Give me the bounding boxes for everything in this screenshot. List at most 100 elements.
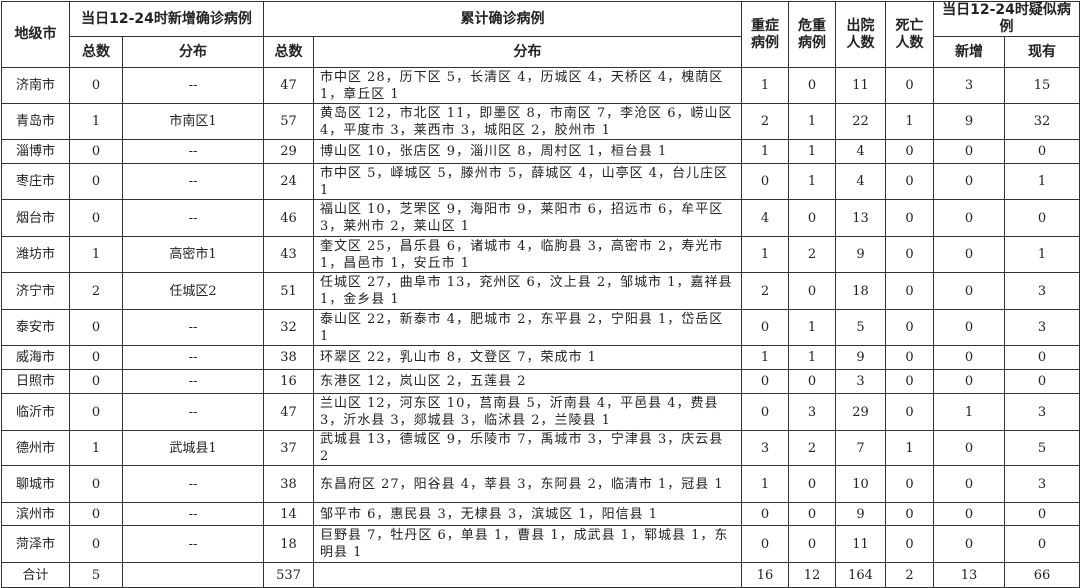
cell-city: 滨州市 (1, 502, 70, 526)
cell-new-dist: 武城县1 (122, 430, 264, 466)
cell-cum-total: 47 (263, 393, 314, 431)
cell-discharged: 22 (835, 103, 886, 140)
cell-susp-current: 0 (1004, 525, 1080, 563)
cell-city: 日照市 (1, 369, 70, 394)
cell-discharged: 3 (835, 369, 886, 394)
cell-city: 济宁市 (1, 272, 70, 310)
cell-new-dist: -- (122, 67, 264, 104)
cell-deaths: 2 (885, 562, 934, 588)
cell-cum-total: 14 (263, 502, 314, 526)
cell-cum-total: 24 (263, 163, 314, 200)
table-body: 济南市 0 -- 47 市中区 28，历下区 5，长清区 4，历城区 4，天桥区 4，槐… (1, 67, 1080, 588)
cell-city: 德州市 (1, 430, 70, 466)
cell-severe: 1 (741, 67, 789, 104)
header-critical: 危重病例 (788, 1, 836, 68)
cell-susp-current: 66 (1004, 562, 1080, 588)
cell-city: 菏泽市 (1, 525, 70, 563)
table-row: 青岛市 1 市南区1 57 黄岛区 12，市北区 11，即墨区 8，市南区 7，李沧区 … (1, 103, 1080, 140)
table-row: 临沂市 0 -- 47 兰山区 12，河东区 10，莒南县 5，沂南县 4，平邑县 4，… (1, 393, 1080, 431)
cell-cum-dist: 兰山区 12，河东区 10，莒南县 5，沂南县 4，平邑县 4，费县 3，沂水县… (313, 393, 742, 431)
table-row: 枣庄市 0 -- 24 市中区 5，峄城区 5，滕州市 5，薛城区 4，山亭区 4，台儿… (1, 163, 1080, 200)
table-row: 济南市 0 -- 47 市中区 28，历下区 5，长清区 4，历城区 4，天桥区 4，槐… (1, 67, 1080, 104)
cell-city: 临沂市 (1, 393, 70, 431)
cell-susp-current: 1 (1004, 163, 1080, 200)
cell-new-total: 0 (69, 139, 123, 164)
cell-deaths: 0 (885, 139, 934, 164)
cell-new-dist: -- (122, 525, 264, 563)
cell-susp-new: 0 (933, 345, 1005, 370)
cell-new-total: 0 (69, 502, 123, 526)
cell-new-dist: -- (122, 465, 264, 503)
cell-critical: 0 (788, 465, 836, 503)
cell-severe: 2 (741, 272, 789, 310)
cell-new-total: 0 (69, 369, 123, 394)
cell-new-dist: -- (122, 199, 264, 237)
cell-severe: 1 (741, 465, 789, 503)
cell-critical: 12 (788, 562, 836, 588)
cell-susp-new: 0 (933, 309, 1005, 346)
cell-discharged: 5 (835, 309, 886, 346)
cell-susp-new: 3 (933, 67, 1005, 104)
cell-susp-new: 0 (933, 502, 1005, 526)
cell-new-total: 1 (69, 103, 123, 140)
cell-cum-total: 38 (263, 465, 314, 503)
cell-cum-dist: 巨野县 7，牡丹区 6，单县 1，曹县 1，成武县 1，郓城县 1，东明县 1 (313, 525, 742, 563)
header-susp-current: 现有 (1004, 36, 1080, 68)
cell-susp-current: 3 (1004, 272, 1080, 310)
cell-severe: 1 (741, 236, 789, 273)
table-row: 合计 5 537 16 12 164 2 13 66 (1, 562, 1080, 588)
cell-cum-total: 32 (263, 309, 314, 346)
cell-critical: 2 (788, 236, 836, 273)
cell-discharged: 9 (835, 236, 886, 273)
cell-new-dist: -- (122, 345, 264, 370)
cell-susp-new: 1 (933, 393, 1005, 431)
cell-cum-dist: 泰山区 22，新泰市 4，肥城市 2，东平县 2，宁阳县 1，岱岳区 1 (313, 309, 742, 346)
cell-cum-total: 537 (263, 562, 314, 588)
cell-critical: 1 (788, 139, 836, 164)
cell-new-total: 0 (69, 199, 123, 237)
cell-severe: 1 (741, 139, 789, 164)
cell-cum-dist: 环翠区 22，乳山市 8，文登区 7，荣成市 1 (313, 345, 742, 370)
cell-new-total: 1 (69, 236, 123, 273)
cell-new-total: 0 (69, 393, 123, 431)
cell-critical: 0 (788, 199, 836, 237)
cell-severe: 0 (741, 369, 789, 394)
cell-critical: 0 (788, 502, 836, 526)
header-susp-new: 新增 (933, 36, 1005, 68)
cell-susp-new: 0 (933, 525, 1005, 563)
cell-susp-current: 0 (1004, 139, 1080, 164)
cell-deaths: 0 (885, 393, 934, 431)
cell-critical: 3 (788, 393, 836, 431)
cell-cum-total: 37 (263, 430, 314, 466)
cell-new-total: 1 (69, 430, 123, 466)
cell-deaths: 1 (885, 103, 934, 140)
cell-cum-total: 18 (263, 525, 314, 563)
cell-susp-current: 3 (1004, 309, 1080, 346)
cell-cum-dist: 博山区 10，张店区 9，淄川区 8，周村区 1，桓台县 1 (313, 139, 742, 164)
cell-cum-dist: 任城区 27，曲阜市 13，兖州区 6，汶上县 2，邹城市 1，嘉祥县 1，金乡… (313, 272, 742, 310)
cell-susp-new: 0 (933, 139, 1005, 164)
cell-cum-total: 47 (263, 67, 314, 104)
cell-susp-current: 3 (1004, 465, 1080, 503)
cell-susp-current: 0 (1004, 345, 1080, 370)
cell-deaths: 0 (885, 345, 934, 370)
cell-new-dist (122, 562, 264, 588)
cell-critical: 1 (788, 309, 836, 346)
cell-discharged: 10 (835, 465, 886, 503)
cell-deaths: 0 (885, 236, 934, 273)
cell-cum-total: 57 (263, 103, 314, 140)
cell-city: 潍坊市 (1, 236, 70, 273)
cell-deaths: 0 (885, 465, 934, 503)
cell-cum-dist: 邹平市 6，惠民县 3，无棣县 3，滨城区 1，阳信县 1 (313, 502, 742, 526)
cell-discharged: 11 (835, 67, 886, 104)
cell-severe: 0 (741, 502, 789, 526)
cell-susp-current: 0 (1004, 199, 1080, 237)
cell-deaths: 0 (885, 525, 934, 563)
table-row: 泰安市 0 -- 32 泰山区 22，新泰市 4，肥城市 2，东平县 2，宁阳县 1，岱… (1, 309, 1080, 346)
cell-cum-dist: 武城县 13，德城区 9，乐陵市 7，禹城市 3，宁津县 3，庆云县 2 (313, 430, 742, 466)
cell-new-dist: -- (122, 309, 264, 346)
cell-new-dist: -- (122, 502, 264, 526)
cell-cum-dist: 市中区 5，峄城区 5，滕州市 5，薛城区 4，山亭区 4，台儿庄区 1 (313, 163, 742, 200)
